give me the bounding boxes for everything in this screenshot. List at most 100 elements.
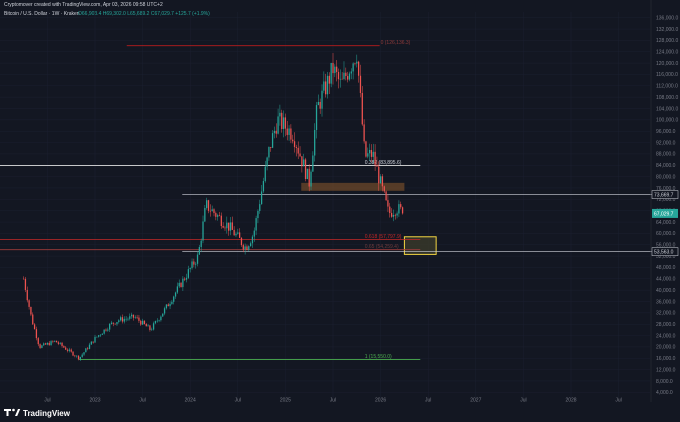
candle-down xyxy=(363,124,365,142)
price-tick-label: 36,000.0 xyxy=(656,299,676,305)
candle-down xyxy=(28,300,30,307)
fib-label: 0.65 (54,259.4) xyxy=(365,244,399,250)
price-tick-label: 28,000.0 xyxy=(656,322,676,328)
price-tick-label: 80,000.0 xyxy=(656,174,676,180)
candle-up xyxy=(350,71,352,74)
price-lines: 0 (126,136.3) 0.382 (83,895.6) 0.618 (57,7… xyxy=(0,40,652,360)
candle-down xyxy=(66,349,69,351)
price-tick-label: 112,000.0 xyxy=(656,84,678,90)
current-price-label: 67,029.7 xyxy=(654,211,674,217)
candle-up xyxy=(226,222,228,229)
candle-up xyxy=(266,157,268,167)
candle-down xyxy=(121,317,124,322)
candle-down xyxy=(37,338,39,345)
candle-down xyxy=(30,306,32,315)
candle-up xyxy=(174,292,177,297)
candle-up xyxy=(323,81,325,91)
candle-down xyxy=(57,342,60,344)
candle-up xyxy=(88,344,91,349)
candle-down xyxy=(325,81,327,95)
candle-up xyxy=(253,230,255,237)
candle-up xyxy=(182,278,184,288)
candle-down xyxy=(143,320,146,324)
time-tick-label: Jul xyxy=(615,398,621,404)
candle-down xyxy=(242,245,244,250)
candle-down xyxy=(92,341,94,343)
candle-up xyxy=(154,321,157,324)
candle-down xyxy=(240,237,243,246)
candle-down xyxy=(275,130,277,134)
candle-up xyxy=(306,168,309,180)
candle-up xyxy=(94,336,96,343)
candle-down xyxy=(246,246,248,250)
candle-down xyxy=(370,149,373,157)
candle-up xyxy=(185,277,188,280)
candle-up xyxy=(125,318,127,320)
candle-down xyxy=(44,343,47,345)
candle-up xyxy=(277,116,279,134)
candle-down xyxy=(65,347,67,350)
candle-up xyxy=(356,61,358,64)
candle-up xyxy=(169,303,171,307)
candle-up xyxy=(317,101,319,106)
tv-logo-icon xyxy=(4,409,11,416)
candle-up xyxy=(98,335,100,337)
current-price-box xyxy=(652,208,678,218)
candle-down xyxy=(220,215,222,226)
candle-down xyxy=(149,325,151,330)
candle-up xyxy=(147,325,149,327)
candle-down xyxy=(207,200,210,211)
price-tick-label: 76,000.0 xyxy=(656,186,676,192)
candle-down xyxy=(381,176,384,187)
candle-up xyxy=(198,247,200,255)
candle-down xyxy=(70,349,72,352)
candle-up xyxy=(206,200,208,208)
candle-down xyxy=(400,204,402,208)
candle-up xyxy=(83,352,85,355)
price-tick-label: 124,000.0 xyxy=(656,50,678,56)
price-axis[interactable]: 136,000.0 132,000.0 128,000.0 124,000.0 120,… xyxy=(650,0,678,402)
time-tick-label: Jul xyxy=(235,398,241,404)
candle-down xyxy=(401,207,404,214)
candle-up xyxy=(339,78,341,80)
candle-down xyxy=(233,229,235,236)
candle-up xyxy=(392,214,395,217)
candle-up xyxy=(268,146,270,158)
candle-down xyxy=(33,324,36,330)
time-tick-label: 2025 xyxy=(280,398,291,404)
price-tick-label: 16,000.0 xyxy=(656,356,676,362)
candle-down xyxy=(24,278,27,291)
candle-up xyxy=(248,246,250,250)
candle-up xyxy=(43,343,45,346)
price-tick-label: 116,000.0 xyxy=(656,72,678,78)
time-tick-label: 2027 xyxy=(470,398,481,404)
candle-up xyxy=(195,263,197,265)
candle-up xyxy=(244,246,246,250)
candle-up xyxy=(68,349,71,351)
candle-up xyxy=(109,323,111,330)
candle-down xyxy=(376,164,378,167)
candle-up xyxy=(249,243,252,247)
candle-up xyxy=(110,322,113,324)
time-tick-label: 2026 xyxy=(375,398,386,404)
candle-up xyxy=(330,62,332,84)
candle-up xyxy=(315,105,318,130)
candle-up xyxy=(259,204,261,211)
candle-down xyxy=(167,304,169,307)
candle-up xyxy=(162,313,164,317)
price-tick-label: 40,000.0 xyxy=(656,288,676,294)
candle-up xyxy=(191,261,193,269)
candle-up xyxy=(163,308,166,314)
candle-up xyxy=(273,130,276,134)
candle-up xyxy=(158,320,160,321)
candle-down xyxy=(180,282,182,288)
candle-up xyxy=(141,320,144,325)
fib-label: 0 (126,136.3) xyxy=(381,40,411,46)
candle-up xyxy=(352,63,354,72)
tradingview-logo: TradingView xyxy=(4,408,71,418)
candle-down xyxy=(292,139,294,142)
candle-down xyxy=(365,141,367,157)
time-axis[interactable]: Jul 2023 Jul 2024 Jul 2025 Jul 2026 Jul 2027 Jul 20… xyxy=(44,398,622,404)
candle-down xyxy=(77,355,80,360)
